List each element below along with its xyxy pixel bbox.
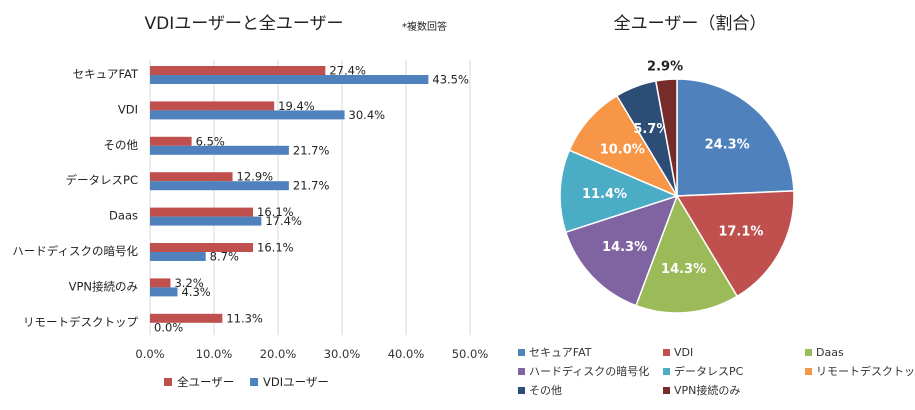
pie-legend-label: セキュアFAT xyxy=(529,346,592,359)
bar-data-label: 16.1% xyxy=(257,241,294,255)
bar-data-label: 11.3% xyxy=(226,311,263,325)
bar-vdi-users xyxy=(150,75,429,84)
pie-data-label: 5.7% xyxy=(633,122,669,137)
bar-data-label: 12.9% xyxy=(237,170,274,184)
bar-all-users xyxy=(150,136,192,146)
pie-legend-swatch xyxy=(518,368,525,375)
bar-x-tick-label: 0.0% xyxy=(135,347,164,361)
bar-category-label: VDI xyxy=(118,102,138,116)
bar-data-label: 19.4% xyxy=(278,99,315,113)
bar-data-label: 6.5% xyxy=(196,134,225,148)
bar-all-users xyxy=(150,243,254,252)
pie-legend-label: データレスPC xyxy=(674,364,744,378)
bar-all-users xyxy=(150,313,223,323)
bar-vdi-users xyxy=(150,287,178,297)
bar-chart-title: VDIユーザーと全ユーザー xyxy=(144,14,343,34)
bar-x-tick-label: 40.0% xyxy=(388,347,425,361)
pie-data-label: 17.1% xyxy=(718,224,763,239)
bar-all-users xyxy=(150,172,233,182)
pie-data-label: 24.3% xyxy=(705,138,750,153)
pie-legend-swatch xyxy=(663,368,670,375)
bar-category-label: その他 xyxy=(104,138,139,152)
pie-legend-swatch xyxy=(518,349,525,356)
pie-legend-label: Daas xyxy=(816,346,844,359)
bar-data-label: 8.7% xyxy=(210,250,239,264)
bar-chart-note: *複数回答 xyxy=(402,20,447,33)
bar-data-label: 27.4% xyxy=(329,64,366,78)
bar-x-tick-label: 20.0% xyxy=(260,347,297,361)
pie-data-label: 14.3% xyxy=(602,240,647,255)
legend-swatch xyxy=(164,378,172,386)
bar-category-label: データレスPC xyxy=(66,173,138,187)
pie-slice xyxy=(559,149,680,234)
legend-swatch xyxy=(250,378,258,386)
bar-data-label: 16.1% xyxy=(257,205,294,219)
pie-legend-label: その他 xyxy=(529,384,562,397)
bar-data-label: 17.4% xyxy=(265,214,302,228)
pie-data-label: 14.3% xyxy=(661,262,706,277)
bar-data-label: 43.5% xyxy=(432,73,469,87)
pie-legend-label: ハードディスクの暗号化 xyxy=(529,364,649,378)
legend-label: VDIユーザー xyxy=(263,375,329,389)
bar-data-label: 4.3% xyxy=(182,285,211,299)
bar-vdi-users xyxy=(150,181,289,191)
pie-data-label: 10.0% xyxy=(600,142,645,157)
bar-data-label: 0.0% xyxy=(154,320,183,334)
bar-category-label: ハードディスクの暗号化 xyxy=(12,244,138,258)
bar-category-label: VPN接続のみ xyxy=(69,279,138,293)
legend-label: 全ユーザー xyxy=(177,375,234,389)
pie-legend-label: VPN接続のみ xyxy=(674,383,740,397)
bar-data-label: 21.7% xyxy=(293,179,330,193)
bar-vdi-users xyxy=(150,216,262,226)
bar-x-tick-label: 30.0% xyxy=(324,347,361,361)
pie-legend-swatch xyxy=(805,368,812,375)
pie-legend-swatch xyxy=(663,349,670,356)
bar-all-users xyxy=(150,66,326,75)
bar-vdi-users xyxy=(150,252,206,261)
bar-data-label: 3.2% xyxy=(174,276,203,290)
pie-legend-label: VDI xyxy=(674,346,693,359)
bar-all-users xyxy=(150,207,254,217)
bar-category-label: セキュアFAT xyxy=(73,67,139,81)
bar-x-tick-label: 50.0% xyxy=(452,347,489,361)
pie-slice xyxy=(568,94,679,198)
pie-slice xyxy=(654,78,678,197)
pie-data-label: 2.9% xyxy=(647,60,683,75)
pie-chart-title: 全ユーザー（割合） xyxy=(614,14,767,34)
bar-all-users xyxy=(150,278,171,288)
bar-x-tick-label: 10.0% xyxy=(196,347,233,361)
pie-legend-swatch xyxy=(805,349,812,356)
pie-slice xyxy=(635,194,739,314)
pie-slice xyxy=(675,190,795,298)
bar-vdi-users xyxy=(150,110,345,120)
pie-legend-label: リモートデスクトップ xyxy=(816,364,915,378)
bar-all-users xyxy=(150,101,275,111)
pie-legend-swatch xyxy=(663,387,670,394)
pie-data-label: 11.4% xyxy=(582,187,627,202)
bar-data-label: 30.4% xyxy=(349,108,386,122)
bar-data-label: 21.7% xyxy=(293,143,330,157)
bar-category-label: Daas xyxy=(109,209,138,223)
bar-vdi-users xyxy=(150,145,289,155)
bar-category-label: リモートデスクトップ xyxy=(23,315,138,329)
pie-legend-swatch xyxy=(518,387,525,394)
pie-slice xyxy=(676,78,795,197)
